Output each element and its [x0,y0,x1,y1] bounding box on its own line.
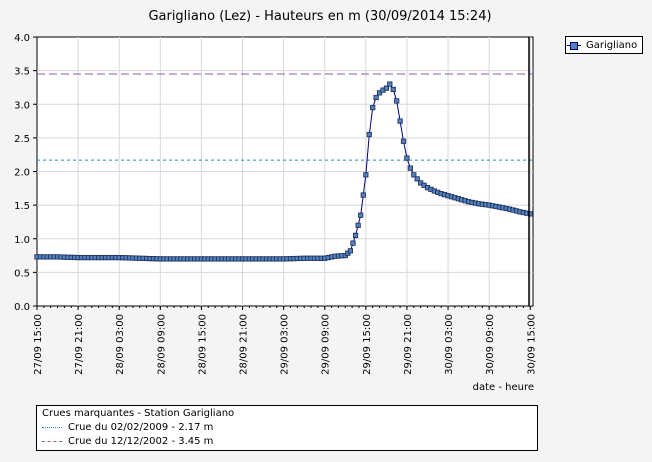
x-tick-label: 29/09 21:00 [403,314,414,375]
data-point [397,118,403,124]
data-point [370,105,376,111]
data-point [407,165,413,171]
flood-label-2009: Crue du 02/02/2009 - 2.17 m [68,422,214,433]
x-tick-label: 27/09 21:00 [74,314,85,375]
data-point [527,211,533,217]
x-tick-label: 30/09 15:00 [526,314,537,375]
x-tick-label: 29/09 03:00 [280,314,291,375]
y-tick-label: 2.5 [14,134,30,145]
y-tick-label: 1.0 [14,235,30,246]
data-point [404,155,410,161]
x-tick-label: 28/09 03:00 [115,314,126,375]
data-point [355,222,361,228]
legend-label-garigliano: Garigliano [586,40,638,51]
data-point [360,192,366,198]
y-tick-label: 3.5 [14,67,30,78]
data-point [383,85,389,91]
series-legend: Garigliano [565,36,643,54]
x-tick-label: 27/09 15:00 [33,314,44,375]
data-point [347,248,354,254]
data-point [394,98,400,104]
data-point [373,94,379,101]
x-tick-label: 28/09 15:00 [197,314,208,375]
x-axis: 27/09 15:00 27/09 21:00 28/09 03:00 28/09 0… [33,306,537,375]
data-point [352,232,359,238]
y-tick-label: 0.5 [14,268,30,279]
data-point [400,138,407,144]
y-tick-label: 2.0 [14,168,30,179]
data-point [390,86,396,93]
data-point [358,212,364,218]
data-point [387,81,393,87]
x-tick-label: 28/09 21:00 [239,314,250,375]
x-tick-label: 30/09 09:00 [485,314,496,375]
floods-legend: Crues marquantes - Station Garigliano Cr… [36,405,538,451]
y-tick-label: 4.0 [14,33,30,44]
legend-marker-icon [570,42,578,50]
x-tick-label: 29/09 15:00 [362,314,373,375]
x-tick-label: 30/09 03:00 [444,314,455,375]
flood-row-2002: Crue du 12/12/2002 - 3.45 m [42,436,213,447]
y-tick-label: 0.0 [14,302,30,313]
series-garigliano [34,81,533,262]
data-point [376,90,383,96]
floods-legend-title: Crues marquantes - Station Garigliano [42,408,235,419]
data-point [411,172,417,178]
reference-lines [37,73,533,161]
dashed-line-icon [42,440,62,442]
data-point [414,176,420,182]
data-point [366,131,372,138]
chart-title: Garigliano (Lez) - Hauteurs en m (30/09/… [148,9,491,24]
x-axis-title: date - heure [473,382,534,393]
x-tick-label: 28/09 09:00 [156,314,167,375]
data-point [363,172,369,178]
flood-label-2002: Crue du 12/12/2002 - 3.45 m [68,436,214,447]
grid [37,37,533,306]
x-tick-label: 29/09 09:00 [321,314,332,375]
data-point [350,240,356,246]
y-axis: 0.0 0.5 1.0 1.5 2.0 2.5 3.0 3.5 4.0 [14,33,37,313]
y-tick-label: 3.0 [14,100,30,111]
y-tick-label: 1.5 [14,201,30,212]
dotted-line-icon [42,426,62,428]
flood-row-2009: Crue du 02/02/2009 - 2.17 m [42,422,213,433]
